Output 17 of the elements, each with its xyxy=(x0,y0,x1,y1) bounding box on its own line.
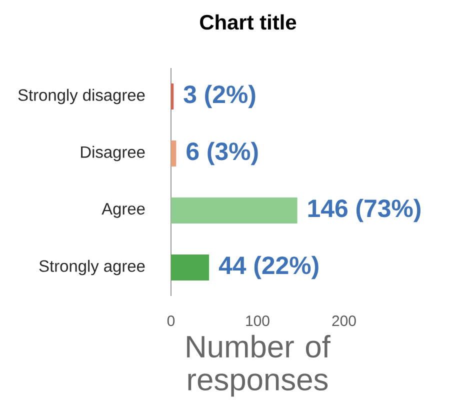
bar xyxy=(171,198,298,224)
bar xyxy=(171,140,176,167)
bar xyxy=(171,254,210,281)
y-tick-label: Agree xyxy=(102,203,145,218)
y-tick-label: Disagree xyxy=(81,146,145,162)
bar xyxy=(171,84,174,110)
x-tick-label: 100 xyxy=(246,316,270,326)
data-label: 146 (73%) xyxy=(308,198,420,222)
chart-title: Chart title xyxy=(200,14,296,30)
y-tick-label: Strongly agree xyxy=(39,260,145,276)
data-label: 44 (22%) xyxy=(218,256,318,280)
data-label: 3 (2%) xyxy=(184,84,256,108)
x-axis-title: Number of responses xyxy=(187,334,330,397)
x-tick-label: 200 xyxy=(332,316,356,326)
data-label: 6 (3%) xyxy=(186,142,258,166)
y-tick-label: Strongly disagree xyxy=(18,88,145,104)
x-tick-label: 0 xyxy=(167,316,175,326)
